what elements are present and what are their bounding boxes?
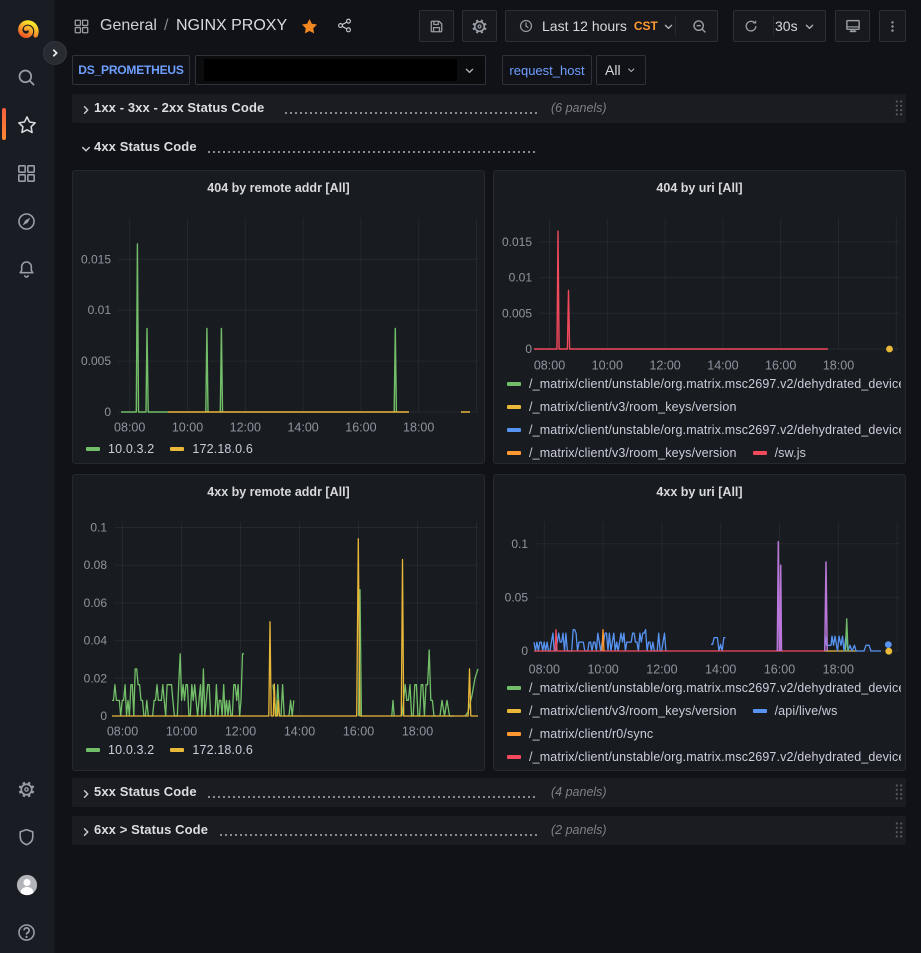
svg-text:18:00: 18:00 xyxy=(403,421,434,435)
svg-text:10:00: 10:00 xyxy=(592,359,623,373)
svg-text:0.08: 0.08 xyxy=(84,558,108,572)
svg-text:08:00: 08:00 xyxy=(534,359,565,373)
svg-text:08:00: 08:00 xyxy=(107,725,138,739)
svg-text:0.005: 0.005 xyxy=(81,354,111,368)
svg-text:12:00: 12:00 xyxy=(646,663,677,677)
svg-text:12:00: 12:00 xyxy=(230,421,261,435)
svg-text:16:00: 16:00 xyxy=(345,421,376,435)
svg-text:0: 0 xyxy=(525,342,532,356)
svg-text:0.1: 0.1 xyxy=(511,537,528,551)
svg-text:0.015: 0.015 xyxy=(81,252,111,266)
svg-text:0.1: 0.1 xyxy=(90,521,107,535)
svg-text:0: 0 xyxy=(104,405,111,419)
svg-text:08:00: 08:00 xyxy=(114,421,145,435)
svg-text:0.04: 0.04 xyxy=(84,634,108,648)
svg-text:14:00: 14:00 xyxy=(705,663,736,677)
svg-text:08:00: 08:00 xyxy=(529,663,560,677)
svg-text:18:00: 18:00 xyxy=(823,663,854,677)
svg-text:0.06: 0.06 xyxy=(84,596,108,610)
svg-text:16:00: 16:00 xyxy=(765,359,796,373)
svg-text:12:00: 12:00 xyxy=(225,725,256,739)
svg-text:10:00: 10:00 xyxy=(166,725,197,739)
svg-text:0.005: 0.005 xyxy=(502,306,532,320)
svg-text:0.015: 0.015 xyxy=(502,235,532,249)
svg-text:10:00: 10:00 xyxy=(172,421,203,435)
svg-text:16:00: 16:00 xyxy=(764,663,795,677)
svg-text:0.05: 0.05 xyxy=(505,590,529,604)
svg-text:0: 0 xyxy=(521,644,528,658)
svg-text:14:00: 14:00 xyxy=(284,725,315,739)
svg-text:16:00: 16:00 xyxy=(343,725,374,739)
svg-text:0.01: 0.01 xyxy=(509,271,533,285)
svg-text:12:00: 12:00 xyxy=(649,359,680,373)
svg-text:0.01: 0.01 xyxy=(88,303,112,317)
svg-text:14:00: 14:00 xyxy=(287,421,318,435)
svg-text:14:00: 14:00 xyxy=(707,359,738,373)
svg-text:0.02: 0.02 xyxy=(84,671,108,685)
svg-text:18:00: 18:00 xyxy=(402,725,433,739)
svg-text:0: 0 xyxy=(100,709,107,723)
svg-text:18:00: 18:00 xyxy=(823,359,854,373)
svg-text:10:00: 10:00 xyxy=(587,663,618,677)
